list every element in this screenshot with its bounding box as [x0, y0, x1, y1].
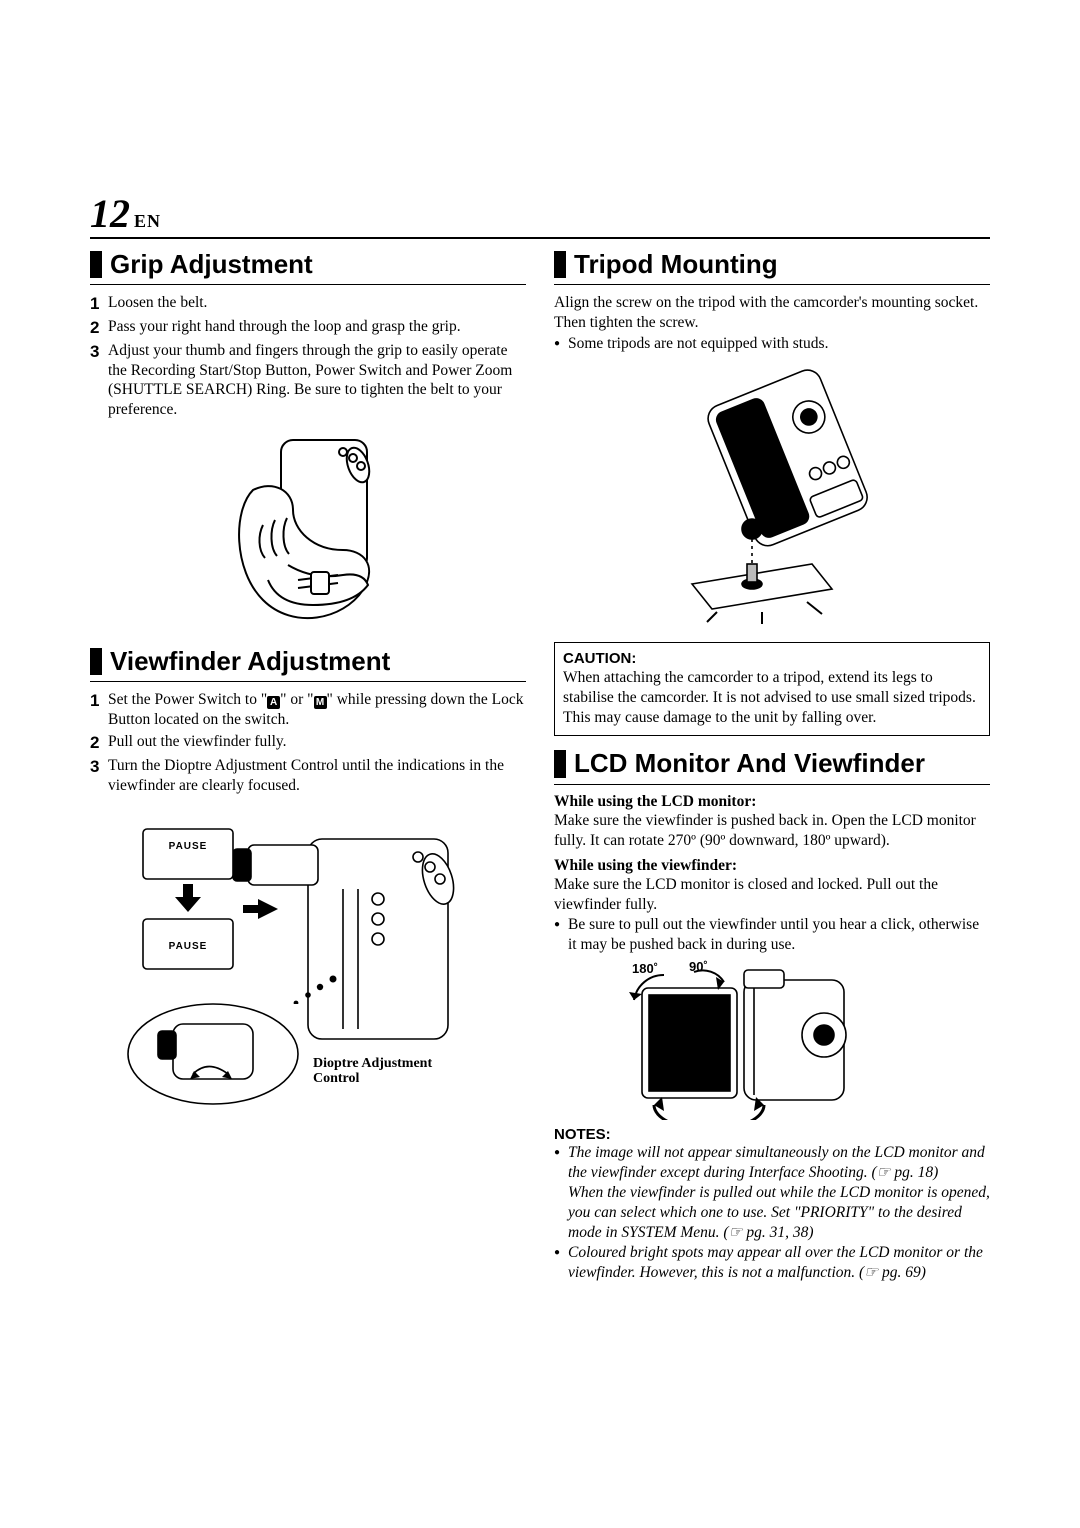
left-column: Grip Adjustment 1Loosen the belt. 2Pass …: [90, 247, 526, 1284]
step-number: 1: [90, 293, 108, 315]
angle-label-180: 180˚: [632, 961, 658, 976]
page-number: 12: [90, 191, 130, 236]
lcd-illustration: 180˚ 90˚: [594, 960, 884, 1120]
figure-caption-line1: Dioptre Adjustment: [313, 1056, 432, 1071]
page-language: EN: [134, 211, 161, 231]
step-text: Turn the Dioptre Adjustment Control unti…: [108, 756, 526, 796]
lcd-body-1: Make sure the viewfinder is pushed back …: [554, 811, 990, 851]
lcd-subhead-1: While using the LCD monitor:: [554, 793, 990, 811]
step-text: Adjust your thumb and fingers through th…: [108, 341, 526, 420]
angle-label-90: 90˚: [689, 960, 708, 974]
heading-rule: [90, 284, 526, 285]
heading-rule: [554, 284, 990, 285]
tripod-bullet: Some tripods are not equipped with studs…: [554, 334, 990, 354]
viewfinder-step: 2Pull out the viewfinder fully.: [90, 732, 526, 754]
lcd-subhead-2: While using the viewfinder:: [554, 857, 990, 875]
figure-lcd: 180˚ 90˚: [554, 960, 1030, 1120]
two-column-layout: Grip Adjustment 1Loosen the belt. 2Pass …: [90, 247, 990, 1284]
figure-viewfinder: PAUSE PAUSE: [90, 809, 526, 1109]
mode-a-icon: A: [267, 696, 280, 709]
step-number: 3: [90, 756, 108, 778]
step-text: Pass your right hand through the loop an…: [108, 317, 461, 337]
grip-step: 2Pass your right hand through the loop a…: [90, 317, 526, 339]
page-header: 12 EN: [90, 190, 990, 239]
svg-text:PAUSE: PAUSE: [169, 941, 208, 952]
heading-grip: Grip Adjustment: [90, 251, 526, 278]
right-column: Tripod Mounting Align the screw on the t…: [554, 247, 990, 1284]
figure-tripod: [554, 364, 990, 624]
notes-heading: NOTES:: [554, 1126, 990, 1143]
tripod-intro: Align the screw on the tripod with the c…: [554, 293, 990, 333]
note-item: The image will not appear simultaneously…: [554, 1143, 990, 1244]
heading-rule: [90, 681, 526, 682]
tripod-bullets: Some tripods are not equipped with studs…: [554, 334, 990, 354]
caution-box: CAUTION: When attaching the camcorder to…: [554, 642, 990, 737]
viewfinder-step: 1 Set the Power Switch to "A" or "M" whi…: [90, 690, 526, 730]
svg-text:PAUSE: PAUSE: [169, 841, 208, 852]
lcd-body-2: Make sure the LCD monitor is closed and …: [554, 875, 990, 915]
viewfinder-step: 3Turn the Dioptre Adjustment Control unt…: [90, 756, 526, 796]
lcd-bullets: Be sure to pull out the viewfinder until…: [554, 915, 990, 955]
heading-tripod: Tripod Mounting: [554, 251, 990, 278]
grip-steps: 1Loosen the belt. 2Pass your right hand …: [90, 293, 526, 420]
note-item: Coloured bright spots may appear all ove…: [554, 1243, 990, 1283]
figure-grip: [90, 430, 526, 630]
heading-rule: [554, 784, 990, 785]
caution-heading: CAUTION:: [563, 649, 981, 668]
grip-step: 3Adjust your thumb and fingers through t…: [90, 341, 526, 420]
heading-lcd: LCD Monitor And Viewfinder: [554, 750, 990, 777]
heading-viewfinder: Viewfinder Adjustment: [90, 648, 526, 675]
viewfinder-illustration: PAUSE PAUSE: [98, 809, 518, 1109]
grip-illustration: [193, 430, 423, 630]
step-number: 2: [90, 317, 108, 339]
caution-body: When attaching the camcorder to a tripod…: [563, 668, 981, 727]
step-text: Set the Power Switch to "A" or "M" while…: [108, 690, 526, 730]
grip-step: 1Loosen the belt.: [90, 293, 526, 315]
step-number: 2: [90, 732, 108, 754]
viewfinder-steps: 1 Set the Power Switch to "A" or "M" whi…: [90, 690, 526, 795]
step-text: Pull out the viewfinder fully.: [108, 732, 287, 752]
step-number: 3: [90, 341, 108, 363]
step-number: 1: [90, 690, 108, 712]
mode-m-icon: M: [314, 696, 327, 709]
lcd-bullet: Be sure to pull out the viewfinder until…: [554, 915, 990, 955]
manual-page: 12 EN Grip Adjustment 1Loosen the belt. …: [0, 0, 1080, 1344]
tripod-illustration: [622, 364, 922, 624]
step-text: Loosen the belt.: [108, 293, 207, 313]
figure-caption-line2: Control: [313, 1071, 360, 1086]
notes-list: The image will not appear simultaneously…: [554, 1143, 990, 1284]
